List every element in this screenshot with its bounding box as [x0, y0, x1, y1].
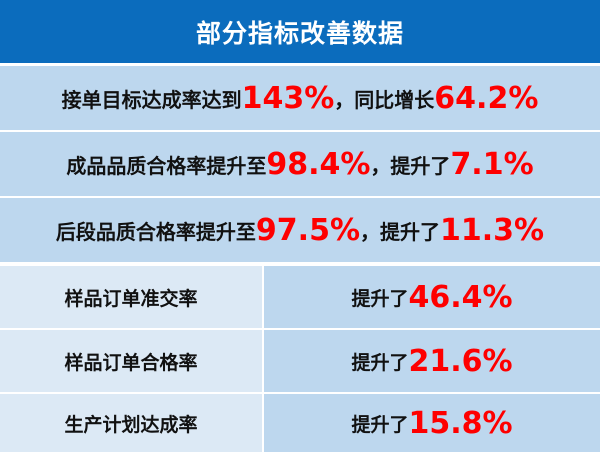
metric-label: 样品订单准交率: [0, 266, 262, 328]
metric-value: 64.2%: [434, 80, 539, 116]
metric-label: 样品订单合格率: [0, 330, 262, 392]
metric-text: 提升了: [351, 287, 409, 310]
metric-label: 生产计划达成率: [0, 394, 262, 452]
metric-text: ，提升了: [360, 219, 440, 244]
metric-value: 97.5%: [255, 212, 360, 248]
table-title: 部分指标改善数据: [0, 0, 600, 63]
metric-text: 后段品质合格率提升至: [55, 219, 256, 244]
metric-value: 15.8%: [408, 405, 513, 441]
metric-text: 成品品质合格率提升至: [66, 153, 267, 178]
metric-value: 46.4%: [408, 279, 513, 315]
metric-row: 接单目标达成率达到 143% ，同比增长 64.2%: [0, 66, 600, 130]
metric-result: 提升了 15.8%: [264, 394, 600, 452]
metric-value: 143%: [241, 80, 335, 116]
metric-result: 提升了 46.4%: [264, 266, 600, 328]
metric-result: 提升了 21.6%: [264, 330, 600, 392]
metric-value: 21.6%: [408, 343, 513, 379]
metric-text: ，提升了: [370, 153, 451, 178]
metric-text: 提升了: [351, 413, 409, 436]
metric-row: 后段品质合格率提升至 97.5% ，提升了 11.3%: [0, 198, 600, 262]
metric-row: 成品品质合格率提升至 98.4% ，提升了 7.1%: [0, 132, 600, 196]
metric-value: 11.3%: [440, 212, 545, 248]
metric-value: 98.4%: [266, 146, 371, 182]
metric-value: 7.1%: [450, 146, 534, 182]
metric-text: 提升了: [351, 351, 409, 374]
metric-text: 接单目标达成率达到: [61, 87, 242, 112]
metric-text: ，同比增长: [334, 87, 435, 112]
